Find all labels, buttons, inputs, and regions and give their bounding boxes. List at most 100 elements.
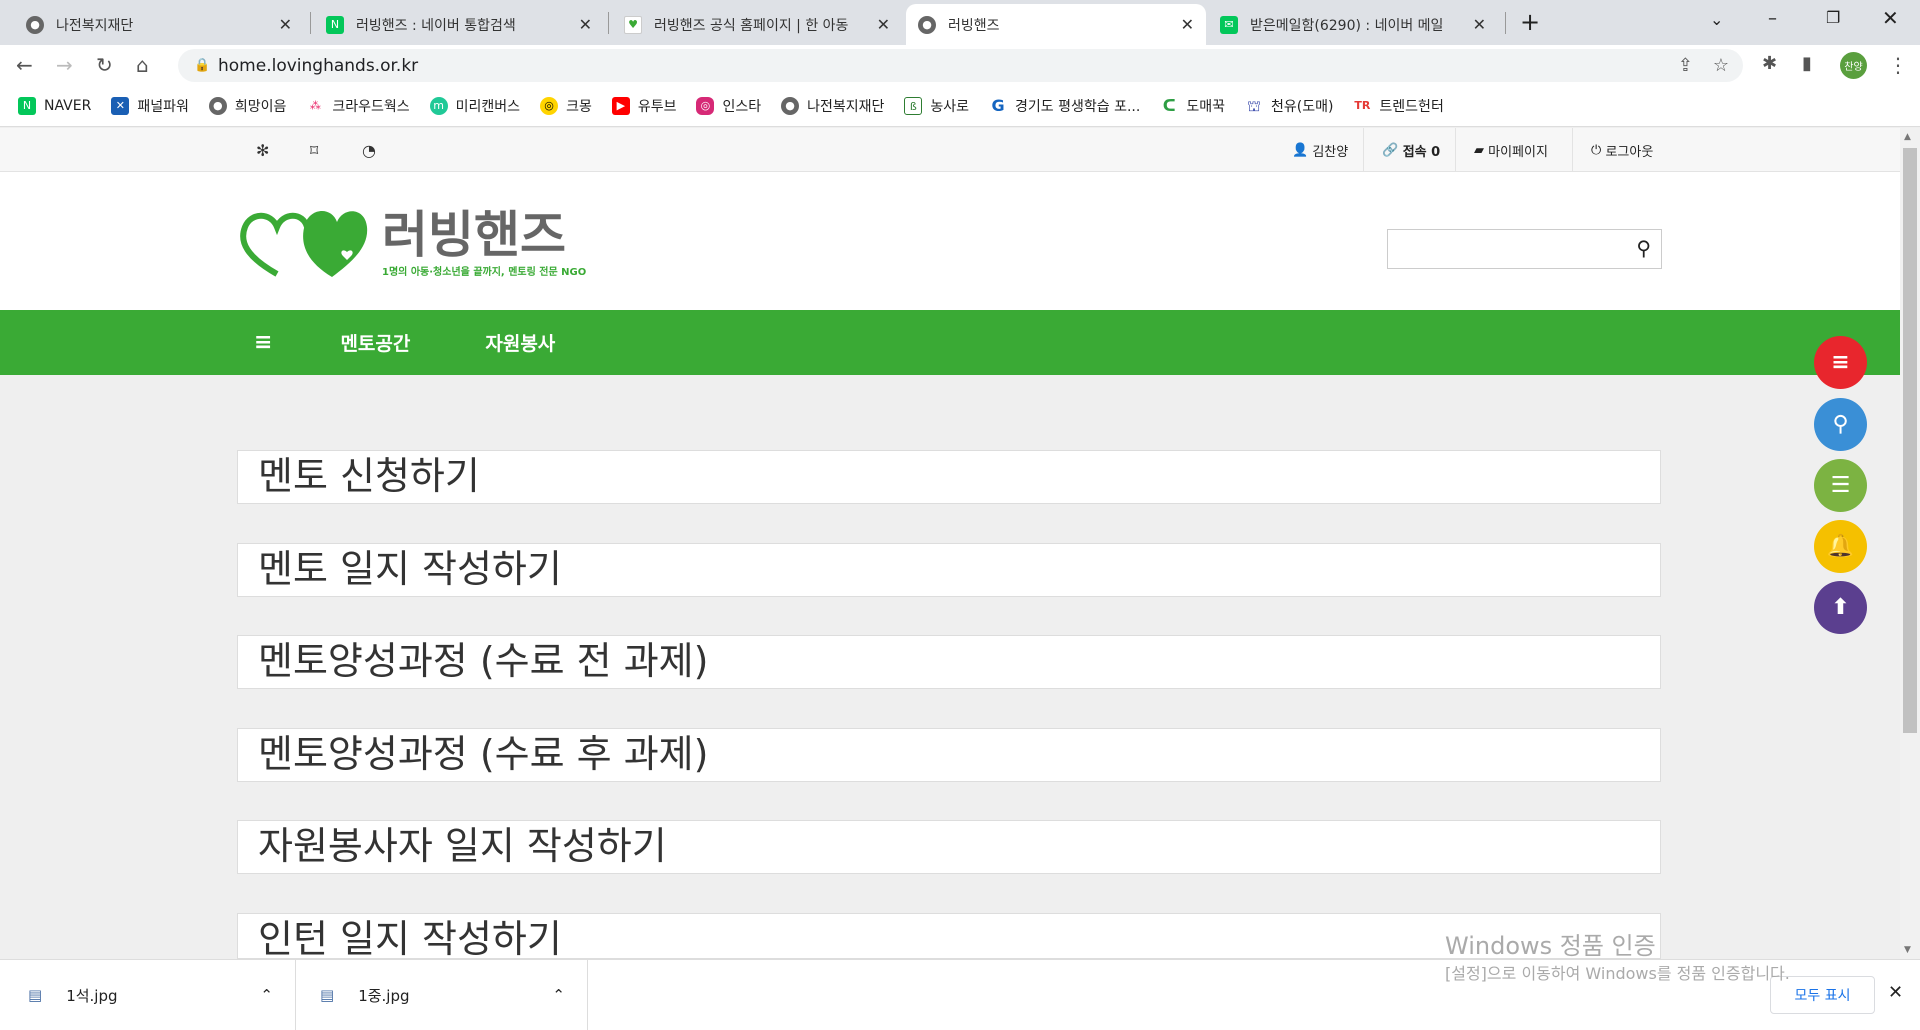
main-nav: ≡ 멘토공간 자원봉사 (0, 310, 1900, 375)
menu-icon: ≡ (1831, 350, 1850, 375)
bookmark[interactable]: ⛫ 천유(도매) (1244, 96, 1333, 116)
search-input[interactable] (1388, 230, 1618, 268)
hearts-logo-icon (240, 210, 368, 277)
bookmark[interactable]: ◎ 인스타 (696, 96, 761, 116)
hamburger-menu-icon[interactable]: ≡ (254, 330, 273, 355)
file-icon: ▤ (28, 986, 43, 1004)
bookmark[interactable]: ● 희망이음 (208, 96, 286, 116)
bookmark[interactable]: N NAVER (18, 97, 91, 115)
rss-icon[interactable]: ◔ (362, 140, 376, 160)
back-icon[interactable]: ← (16, 53, 33, 77)
list-item-mentor-training-after[interactable]: 멘토양성과정 (수료 후 과제) (237, 728, 1661, 782)
chevron-up-icon[interactable]: ⌃ (260, 986, 273, 1004)
scrollbar-thumb[interactable] (1903, 148, 1917, 733)
bookmarks-bar: N NAVER ✕ 패널파워 ● 희망이음 ⁂ 크라우드웍스 m 미리캔버스 ◎ 크몽 ▶ 유… (0, 86, 1920, 127)
book-icon: ▰ (1474, 142, 1484, 158)
list-item-volunteer-journal[interactable]: 자원봉사자 일지 작성하기 (237, 820, 1661, 874)
site-logo[interactable]: 러빙핸즈 1명의 아동·청소년을 끝까지, 멘토링 전문 NGO (237, 202, 586, 282)
reload-icon[interactable]: ↻ (96, 53, 113, 77)
download-bar: ▤ 1석.jpg ⌃ ▤ 1중.jpg ⌃ 모두 표시 ✕ (0, 959, 1920, 1030)
bookmark[interactable]: ▶ 유투브 (611, 96, 676, 116)
close-icon[interactable]: ✕ (578, 15, 592, 34)
tab-bar: ● 나전복지재단 ✕ N 러빙핸즈 : 네이버 통합검색 ✕ ♥ 러빙핸즈 공식 홈페이지… (0, 0, 1920, 45)
bookmark[interactable]: ß 농사로 (904, 96, 969, 116)
download-item[interactable]: ▤ 1중.jpg ⌃ (296, 960, 588, 1030)
bug-icon[interactable]: ✻ (256, 140, 270, 160)
visits-link[interactable]: 🔗 접속 0 (1363, 128, 1458, 172)
watermark-title: Windows 정품 인증 (1445, 932, 1656, 960)
side-panel-icon[interactable]: ▮ (1802, 53, 1812, 74)
show-all-button[interactable]: 모두 표시 (1770, 976, 1875, 1014)
forward-icon[interactable]: → (56, 53, 73, 77)
tab-lovinghands[interactable]: ● 러빙핸즈 ✕ (906, 4, 1206, 45)
top-fab-button[interactable]: ⬆ (1814, 581, 1867, 634)
nav-volunteer[interactable]: 자원봉사 (485, 333, 556, 355)
arrow-up-icon: ⬆ (1831, 595, 1850, 620)
new-tab-button[interactable]: + (1520, 8, 1541, 36)
restore-button[interactable]: ❐ (1826, 8, 1841, 27)
share-icon[interactable]: ⇪ (1677, 55, 1693, 76)
list-icon: ☰ (1830, 473, 1851, 498)
power-icon: ⏻ (1591, 142, 1602, 158)
bookmark[interactable]: ✕ 패널파워 (111, 96, 189, 116)
close-icon[interactable]: ✕ (876, 15, 890, 34)
tab-search-chevron-icon[interactable]: ⌄ (1710, 10, 1724, 29)
site-icon: ♥ (624, 15, 642, 34)
bell-fab-button[interactable]: 🔔 (1814, 520, 1867, 573)
naver-icon: N (326, 15, 344, 34)
lock-icon: 🔒 (194, 58, 211, 73)
list-item-mentor-training-before[interactable]: 멘토양성과정 (수료 전 과제) (237, 635, 1661, 689)
user-icon: 👤 (1292, 142, 1309, 158)
search-icon: ⚲ (1832, 412, 1849, 437)
close-download-bar-icon[interactable]: ✕ (1888, 982, 1904, 1003)
link-icon: 🔗 (1382, 142, 1399, 158)
url-input[interactable]: 🔒 home.lovinghands.or.kr ⇪ ☆ (178, 49, 1743, 82)
bookmark[interactable]: ⁂ 크라우드웍스 (306, 96, 410, 116)
bookmark[interactable]: ● 나전복지재단 (781, 96, 884, 116)
extensions-icon[interactable]: ✱ (1762, 53, 1778, 74)
home-icon[interactable]: ⌂ (136, 53, 149, 77)
site-header: 러빙핸즈 1명의 아동·청소년을 끝까지, 멘토링 전문 NGO ⚲ (0, 172, 1900, 310)
scrollbar[interactable]: ▲ ▼ (1900, 128, 1920, 959)
profile-avatar[interactable]: 찬양 (1840, 52, 1867, 79)
menu-kebab-icon[interactable]: ⋮ (1888, 53, 1908, 77)
star-icon[interactable]: ☆ (1712, 55, 1729, 76)
bookmark[interactable]: m 미리캔버스 (429, 96, 520, 116)
close-window-button[interactable]: ✕ (1882, 6, 1899, 30)
menu-fab-button[interactable]: ≡ (1814, 336, 1867, 389)
watermark-sub: [설정]으로 이동하여 Windows를 정품 인증합니다. (1445, 964, 1790, 983)
tab-naver-search[interactable]: N 러빙핸즈 : 네이버 통합검색 ✕ (314, 4, 604, 45)
search-fab-button[interactable]: ⚲ (1814, 398, 1867, 451)
globe-icon: ● (918, 15, 936, 34)
file-icon: ▤ (320, 986, 335, 1004)
tab-najeon[interactable]: ● 나전복지재단 ✕ (14, 4, 304, 45)
bookmark[interactable]: G 경기도 평생학습 포... (989, 96, 1140, 116)
close-icon[interactable]: ✕ (278, 15, 292, 34)
address-bar: ← → ↻ ⌂ 🔒 home.lovinghands.or.kr ⇪ ☆ ✱ ▮ … (0, 45, 1920, 86)
bookmark[interactable]: ᑕ 도매꾹 (1160, 96, 1225, 116)
chevron-up-icon[interactable]: ⌃ (552, 986, 565, 1004)
search-icon[interactable]: ⚲ (1636, 236, 1651, 260)
mail-icon: ✉ (1220, 15, 1238, 34)
download-item[interactable]: ▤ 1석.jpg ⌃ (0, 960, 296, 1030)
bell-icon: 🔔 (1826, 534, 1855, 559)
close-icon[interactable]: ✕ (1472, 15, 1486, 34)
user-name-link[interactable]: 👤 김찬양 (1292, 142, 1349, 160)
utility-bar: ✻ ⌑ ◔ 👤 김찬양 🔗 접속 0 ▰ 마이페이지 ⏻ 로그아웃 (0, 128, 1900, 172)
bookmark[interactable]: ◎ 크몽 (540, 96, 592, 116)
tab-lovinghands-official[interactable]: ♥ 러빙핸즈 공식 홈페이지 | 한 아동 ✕ (612, 4, 902, 45)
bookmark-icon[interactable]: ⌑ (310, 140, 319, 160)
logout-link[interactable]: ⏻ 로그아웃 (1572, 128, 1671, 172)
mypage-link[interactable]: ▰ 마이페이지 (1455, 128, 1566, 172)
search-box: ⚲ (1387, 229, 1662, 269)
bookmark[interactable]: TR 트렌드헌터 (1353, 97, 1444, 115)
list-fab-button[interactable]: ☰ (1814, 459, 1867, 512)
list-item-intern-journal[interactable]: 인턴 일지 작성하기 (237, 913, 1661, 959)
minimize-button[interactable]: – (1768, 8, 1777, 29)
tab-naver-mail[interactable]: ✉ 받은메일함(6290) : 네이버 메일 ✕ (1208, 4, 1498, 45)
close-icon[interactable]: ✕ (1180, 15, 1194, 34)
globe-icon: ● (26, 15, 44, 34)
list-item-mentor-apply[interactable]: 멘토 신청하기 (237, 450, 1661, 504)
nav-mentor-space[interactable]: 멘토공간 (340, 333, 411, 355)
list-item-mentor-journal[interactable]: 멘토 일지 작성하기 (237, 543, 1661, 597)
